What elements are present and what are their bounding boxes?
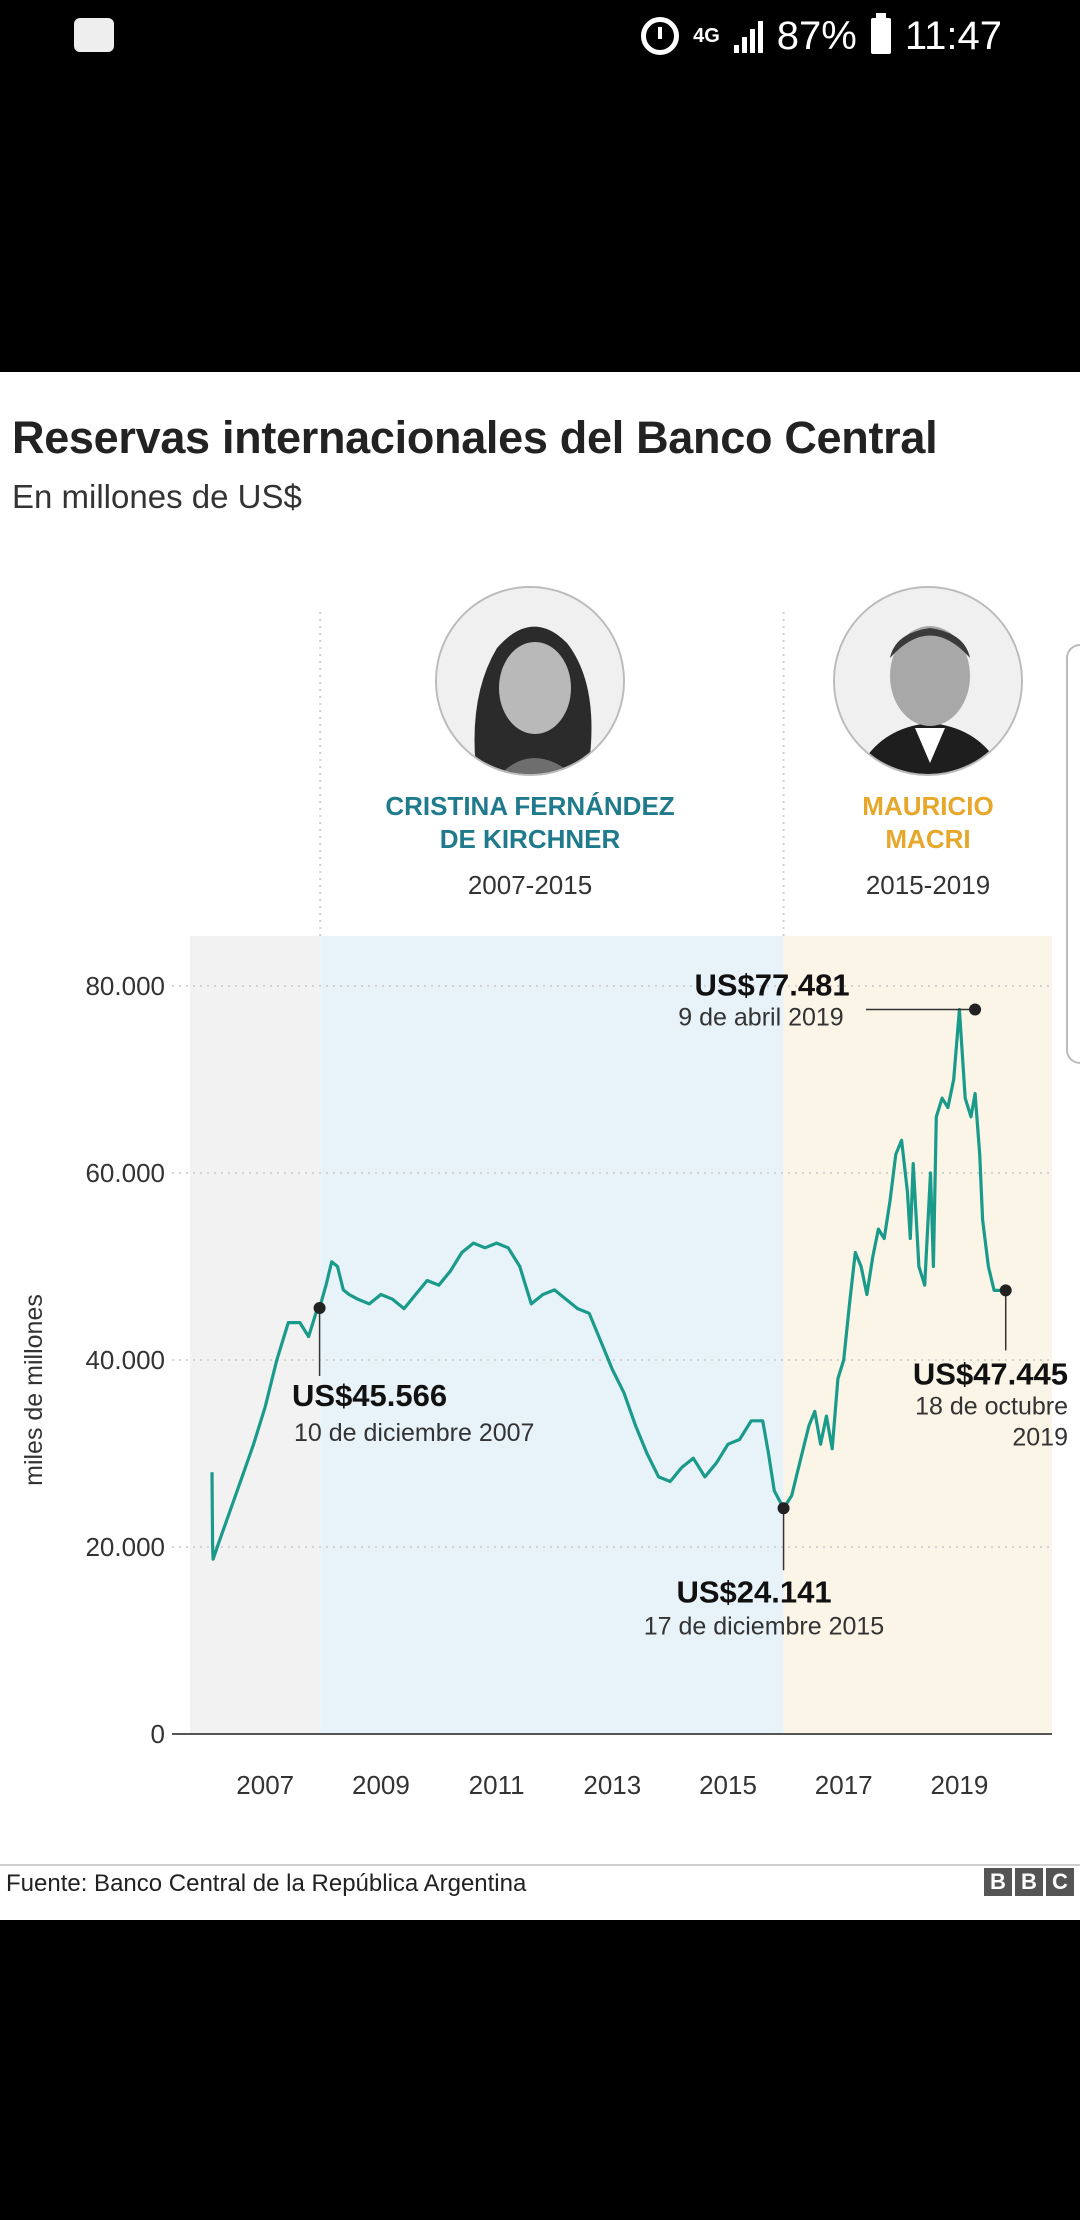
chart-canvas: 0 20.000 40.000 60.000 80.000 2007 2009 2011 201…: [20, 612, 1068, 1800]
kirchner-name: CRISTINA FERNÁNDEZ DE KIRCHNER: [360, 790, 700, 856]
activity-app-icon: [74, 18, 114, 52]
annotation-value: US$47.445: [913, 1356, 1068, 1391]
bbc-logo-letter: B: [1015, 1868, 1043, 1896]
kirchner-name-line2: DE KIRCHNER: [439, 824, 621, 854]
annotation-date: 18 de octubre: [915, 1392, 1068, 1420]
macri-name-line2: MACRI: [885, 824, 971, 854]
period-background: [190, 936, 321, 1734]
annotation-marker: [999, 1284, 1012, 1297]
kirchner-years: 2007-2015: [467, 870, 593, 900]
x-tick-label: 2013: [583, 1770, 641, 1800]
x-tick-label: 2009: [352, 1770, 410, 1800]
president-macri: MAURICIO MACRI 2015-2019: [788, 586, 1068, 901]
annotation-marker: [313, 1301, 326, 1314]
series-line: [210, 1008, 1006, 1561]
network-type-label: 4G: [693, 25, 720, 47]
annotation-value: US$77.481: [694, 968, 849, 1003]
status-bar: 4G 87% 11:47: [0, 0, 1080, 72]
y-tick-label: 60.000: [85, 1158, 165, 1188]
chart-subtitle: En millones de US$: [12, 478, 302, 515]
annotation-value: US$24.141: [676, 1574, 831, 1609]
y-tick-label: 20.000: [85, 1532, 165, 1562]
y-axis-label: miles de millones: [20, 1294, 48, 1486]
macri-portrait: [833, 586, 1023, 776]
annotation-date: 17 de diciembre 2015: [644, 1612, 884, 1640]
x-tick-label: 2019: [931, 1770, 989, 1800]
macri-years: 2015-2019: [865, 870, 991, 900]
bbc-logo: B B C: [984, 1868, 1074, 1896]
footer-divider: [0, 1864, 1080, 1866]
bbc-logo-letter: B: [984, 1868, 1012, 1896]
chart-title: Reservas internacionales del Banco Centr…: [12, 412, 938, 463]
x-tick-label: 2011: [469, 1770, 525, 1800]
battery-icon: [870, 13, 891, 54]
period-background: [320, 936, 784, 1734]
annotation-value: US$45.566: [292, 1378, 447, 1413]
period-background: [783, 936, 1052, 1734]
y-tick-label: 80.000: [85, 971, 165, 1001]
status-right-group: 4G 87% 11:47: [641, 8, 1002, 64]
x-tick-label: 2015: [699, 1770, 757, 1800]
alarm-icon: [641, 17, 680, 55]
x-tick-label: 2007: [236, 1770, 294, 1800]
bbc-logo-letter: C: [1046, 1868, 1074, 1896]
y-tick-label: 40.000: [85, 1345, 165, 1375]
macri-name: MAURICIO MACRI: [788, 790, 1068, 856]
kirchner-portrait: [435, 586, 625, 776]
battery-percent: 87%: [776, 13, 857, 58]
chart-card: 0 20.000 40.000 60.000 80.000 2007 2009 2011 201…: [0, 372, 1080, 1920]
x-tick-label: 2017: [815, 1770, 873, 1800]
clock-time: 11:47: [904, 13, 1002, 58]
annotation-date: 9 de abril 2019: [678, 1004, 843, 1032]
annotation-marker: [969, 1003, 982, 1016]
annotation-marker: [777, 1502, 790, 1515]
annotation-date: 10 de diciembre 2007: [294, 1419, 534, 1447]
signal-icon: [733, 19, 763, 53]
president-kirchner: CRISTINA FERNÁNDEZ DE KIRCHNER 2007-2015: [360, 586, 700, 901]
scroll-handle[interactable]: [1066, 644, 1080, 1064]
annotation-date: 2019: [1012, 1423, 1068, 1451]
kirchner-name-line1: CRISTINA FERNÁNDEZ: [385, 791, 675, 821]
source-text: Fuente: Banco Central de la República Ar…: [6, 1870, 527, 1897]
y-tick-label: 0: [151, 1719, 165, 1749]
macri-name-line1: MAURICIO: [862, 791, 994, 821]
